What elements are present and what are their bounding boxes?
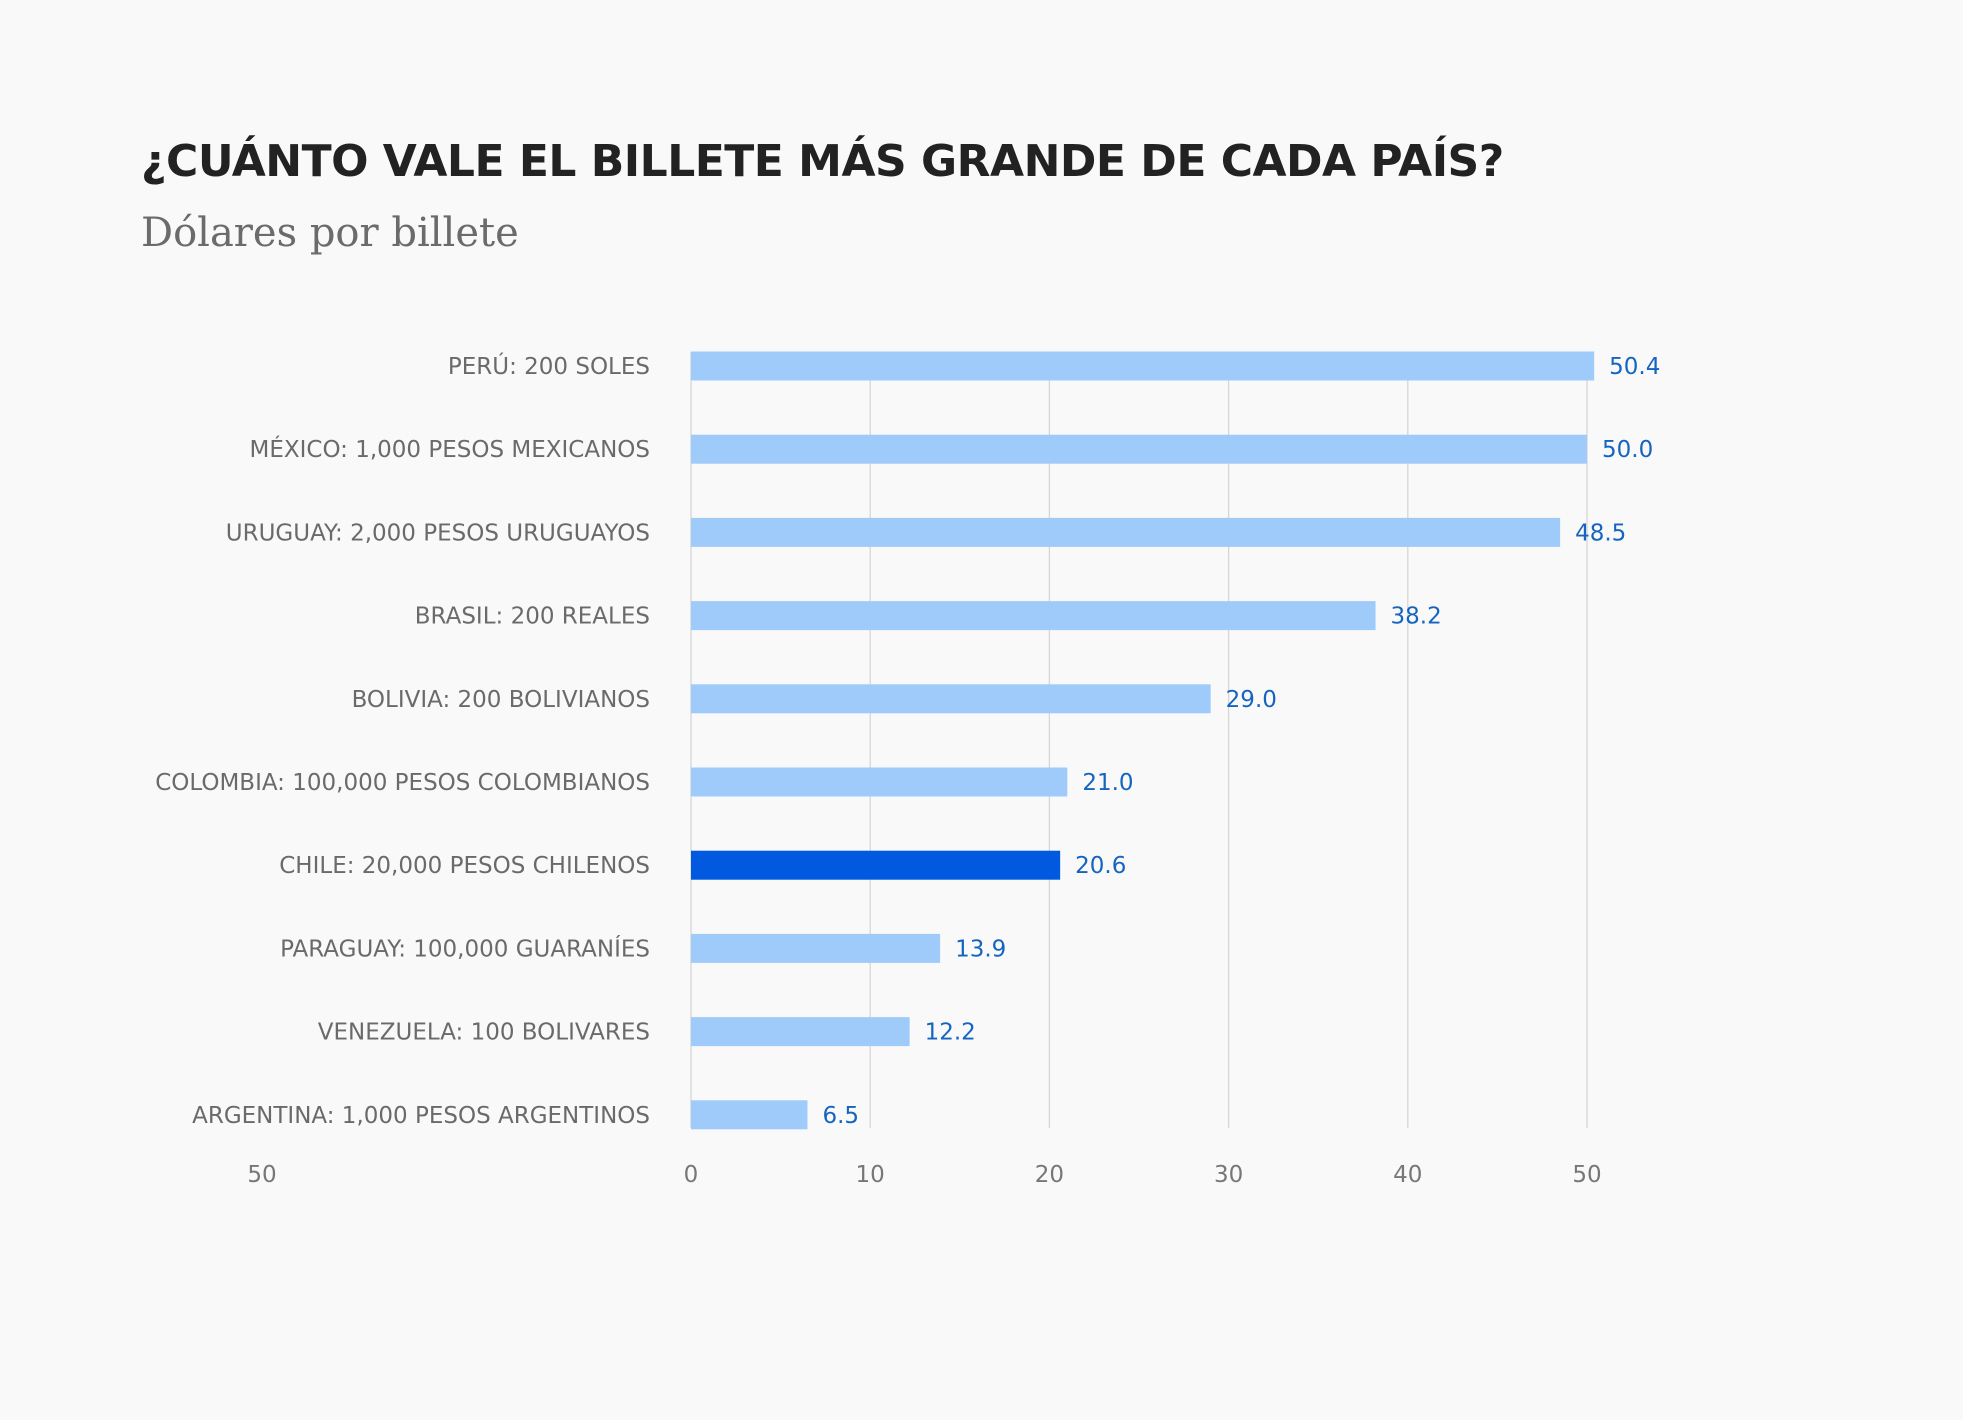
category-label: URUGUAY: 2,000 PESOS URUGUAYOS: [226, 520, 650, 546]
x-tick-label: 20: [1035, 1162, 1064, 1188]
value-label: 38.2: [1391, 604, 1442, 630]
value-label: 12.2: [925, 1020, 976, 1046]
x-tick-label: 30: [1214, 1162, 1243, 1188]
category-label: ARGENTINA: 1,000 PESOS ARGENTINOS: [192, 1103, 650, 1129]
value-label: 48.5: [1575, 520, 1626, 546]
x-tick-label: 0: [684, 1162, 699, 1188]
bars: [691, 351, 1595, 1130]
x-tick-label: 50: [1572, 1162, 1601, 1188]
value-label: 29.0: [1226, 687, 1277, 713]
category-label: MÉXICO: 1,000 PESOS MEXICANOS: [249, 435, 650, 463]
chart-title: ¿CUÁNTO VALE EL BILLETE MÁS GRANDE DE CA…: [141, 136, 1504, 187]
category-label: BRASIL: 200 REALES: [415, 604, 650, 630]
value-label: 50.4: [1609, 354, 1660, 380]
x-axis-ticks: 0 10 20 30 40 50 50: [247, 1162, 1601, 1188]
value-label: 20.6: [1075, 853, 1126, 879]
bar: [691, 1100, 808, 1130]
stray-x-tick-label: 50: [247, 1162, 276, 1188]
category-label: PERÚ: 200 SOLES: [448, 352, 650, 380]
bar: [691, 850, 1061, 880]
category-label: CHILE: 20,000 PESOS CHILENOS: [279, 853, 650, 879]
category-label: VENEZUELA: 100 BOLIVARES: [318, 1020, 650, 1046]
bar: [691, 434, 1587, 464]
category-labels: PERÚ: 200 SOLES MÉXICO: 1,000 PESOS MEXIC…: [155, 352, 650, 1129]
x-tick-label: 10: [856, 1162, 885, 1188]
bar: [691, 351, 1595, 381]
value-label: 21.0: [1082, 770, 1133, 796]
chart-subtitle: Dólares por billete: [141, 210, 519, 256]
value-label: 13.9: [955, 936, 1006, 962]
bar: [691, 601, 1376, 631]
value-labels: 50.4 50.0 48.5 38.2 29.0 21.0 20.6 13.9 12.2 6.5: [822, 354, 1660, 1129]
bar: [691, 517, 1561, 547]
bar: [691, 933, 941, 963]
bar: [691, 1017, 910, 1047]
value-label: 6.5: [822, 1103, 859, 1129]
x-tick-label: 40: [1393, 1162, 1422, 1188]
bar: [691, 684, 1211, 714]
category-label: PARAGUAY: 100,000 GUARANÍES: [280, 934, 650, 962]
gridlines: [690, 352, 1588, 1128]
value-label: 50.0: [1602, 437, 1653, 463]
category-label: BOLIVIA: 200 BOLIVIANOS: [352, 687, 650, 713]
category-label: COLOMBIA: 100,000 PESOS COLOMBIANOS: [155, 770, 650, 796]
bar: [691, 767, 1068, 797]
